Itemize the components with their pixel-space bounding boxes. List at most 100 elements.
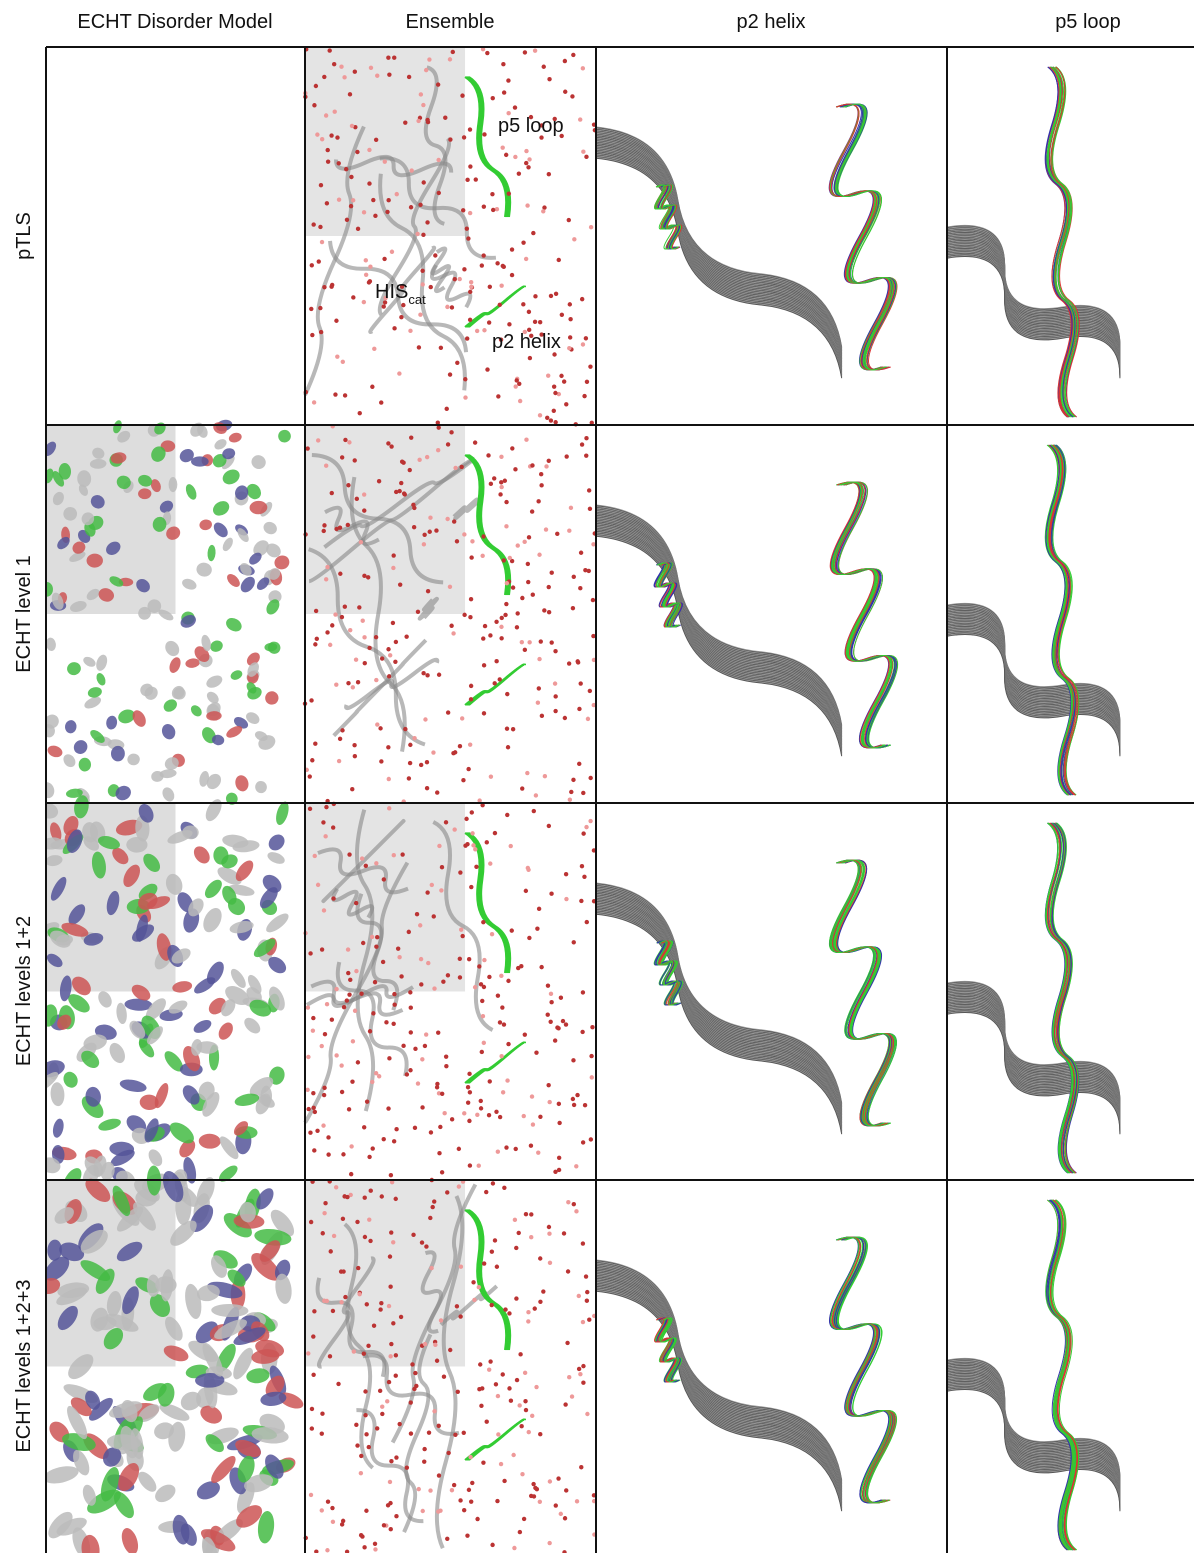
atom — [96, 673, 106, 686]
water — [494, 1109, 499, 1115]
water — [432, 986, 437, 991]
water — [500, 263, 505, 269]
water — [308, 1219, 314, 1225]
backbone — [595, 1280, 843, 1501]
backbone — [595, 895, 843, 1116]
backbone — [595, 1265, 843, 1487]
water — [472, 985, 478, 990]
water — [556, 1476, 561, 1481]
column-header: p5 loop — [1055, 11, 1121, 33]
atom — [214, 439, 227, 450]
water — [580, 990, 586, 995]
atom — [256, 1188, 274, 1210]
water — [361, 492, 367, 497]
backbone — [946, 987, 1121, 1110]
water — [503, 1307, 508, 1312]
water — [363, 1413, 368, 1418]
water — [458, 927, 464, 932]
water — [485, 367, 490, 372]
backbone — [595, 155, 843, 376]
water — [395, 946, 401, 951]
water — [358, 539, 364, 545]
water — [379, 1194, 384, 1199]
backbone — [595, 513, 843, 734]
water — [481, 1261, 487, 1266]
atom — [268, 568, 281, 580]
water — [362, 1545, 367, 1550]
backbone — [946, 1359, 1121, 1482]
water — [387, 806, 392, 811]
water — [521, 302, 526, 307]
atom — [57, 536, 70, 550]
backbone — [946, 240, 1121, 363]
water — [446, 1450, 451, 1456]
water — [467, 1118, 472, 1124]
water — [530, 1413, 535, 1419]
backbone — [946, 1380, 1121, 1503]
backbone — [946, 230, 1121, 353]
water — [517, 381, 522, 387]
water — [583, 567, 588, 573]
water — [352, 753, 358, 759]
water — [552, 681, 558, 686]
atom — [266, 543, 281, 558]
water — [578, 586, 583, 591]
loop — [467, 454, 511, 596]
atom — [70, 601, 87, 612]
water — [477, 964, 482, 969]
backbone — [595, 523, 843, 745]
backbone — [595, 1279, 843, 1501]
backbone — [595, 521, 843, 742]
water — [397, 1421, 402, 1427]
water — [480, 802, 485, 808]
backbone — [946, 253, 1121, 376]
water — [552, 116, 557, 122]
backbone — [595, 512, 843, 734]
water — [556, 257, 561, 263]
water — [524, 437, 529, 442]
water — [385, 1399, 390, 1404]
water — [488, 861, 493, 866]
water — [408, 1005, 413, 1010]
water — [408, 205, 414, 210]
backbone — [946, 615, 1121, 738]
water — [393, 1353, 399, 1358]
water — [562, 1516, 568, 1521]
water — [466, 1487, 472, 1493]
water — [571, 1058, 576, 1063]
backbone — [946, 614, 1121, 737]
water — [311, 222, 316, 227]
water — [415, 1081, 421, 1086]
atom — [203, 907, 222, 933]
water — [477, 1387, 482, 1392]
water — [334, 1053, 339, 1058]
backbone — [595, 911, 843, 1132]
water — [542, 205, 547, 210]
backbone — [946, 980, 1121, 1104]
water — [532, 319, 538, 325]
water — [488, 633, 493, 638]
backbone — [595, 154, 843, 376]
backbone — [595, 509, 843, 730]
atom — [164, 1051, 184, 1072]
water — [386, 198, 391, 203]
backbone — [595, 1264, 843, 1485]
atom — [126, 836, 148, 853]
water — [412, 735, 417, 741]
water — [567, 302, 573, 307]
backbone — [595, 508, 843, 730]
water — [418, 202, 423, 207]
water — [331, 896, 336, 901]
atom — [161, 723, 176, 740]
water — [433, 1342, 438, 1348]
atom — [57, 1014, 72, 1030]
atom — [100, 1161, 115, 1181]
water — [418, 923, 423, 928]
atom — [106, 1290, 122, 1317]
water — [565, 1340, 570, 1346]
backbone — [946, 632, 1121, 755]
backbone — [595, 1273, 843, 1494]
water — [377, 1388, 383, 1394]
water — [305, 446, 310, 451]
side-chain — [830, 481, 893, 749]
